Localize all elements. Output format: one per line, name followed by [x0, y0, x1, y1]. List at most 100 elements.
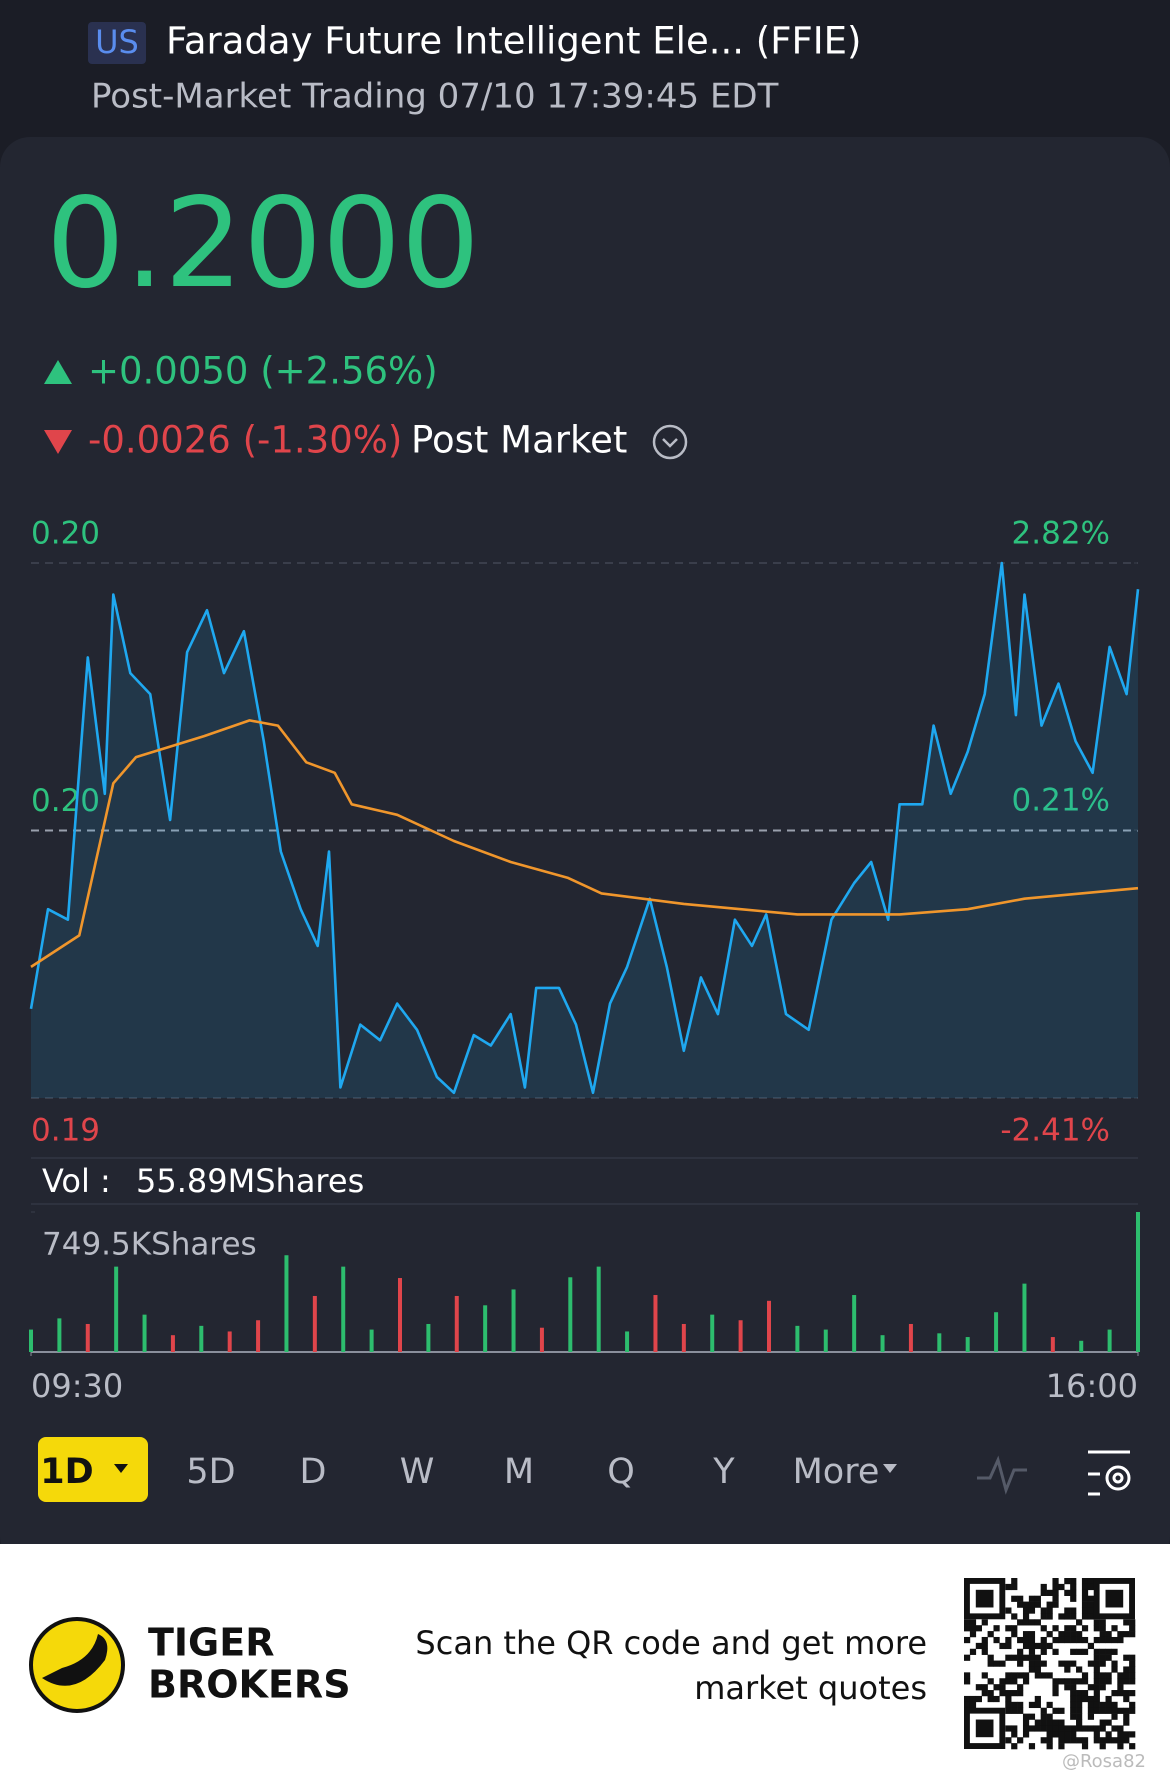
card-bg [0, 137, 1170, 1567]
qr-module [1070, 1684, 1077, 1691]
volume-bar [1050, 1337, 1055, 1352]
qr-module [1022, 1725, 1030, 1732]
qr-module [975, 1684, 982, 1691]
qr-module [1117, 1731, 1124, 1738]
qr-module [1022, 1619, 1030, 1626]
qr-module [1040, 1589, 1047, 1596]
qr-code [964, 1578, 1136, 1750]
qr-module [1081, 1589, 1089, 1596]
qr-module [1028, 1648, 1036, 1655]
volume-bar [29, 1329, 33, 1352]
qr-module [1034, 1672, 1041, 1679]
volume-bar [57, 1318, 62, 1352]
qr-module [1123, 1695, 1130, 1703]
qr-module [1058, 1725, 1065, 1732]
qr-module [1099, 1737, 1106, 1744]
qr-module [1034, 1695, 1041, 1703]
qr-module [1076, 1737, 1083, 1744]
qr-module [1022, 1719, 1030, 1726]
qr-module [969, 1619, 977, 1626]
volume-bar [823, 1329, 828, 1352]
qr-module [981, 1648, 988, 1655]
change: +0.0050 (+2.56%) [88, 350, 438, 393]
qr-module [1129, 1678, 1136, 1685]
qr-module [964, 1625, 971, 1632]
period-tab[interactable]: Q [607, 1452, 635, 1492]
qr-module [1028, 1619, 1036, 1626]
qr-module [1017, 1690, 1024, 1697]
qr-module [1022, 1601, 1030, 1608]
settings-icon[interactable] [1088, 1450, 1131, 1496]
period-tab[interactable]: 1D [40, 1452, 93, 1492]
qr-module [1005, 1690, 1012, 1697]
qr-module [987, 1660, 994, 1667]
volume-bar [539, 1327, 544, 1352]
period-tab[interactable]: Y [712, 1452, 735, 1492]
qr-module [1046, 1701, 1053, 1709]
qr-module [969, 1631, 977, 1638]
volume-label: Vol : [42, 1162, 111, 1200]
volume-bar [738, 1320, 743, 1352]
y2-tick-label: -2.41% [1000, 1113, 1110, 1149]
qr-module [1005, 1625, 1012, 1632]
qr-module [1087, 1583, 1095, 1591]
price-line [29, 561, 1140, 1095]
qr-module [1111, 1725, 1118, 1732]
qr-module [993, 1625, 1000, 1632]
qr-module [1064, 1607, 1071, 1614]
qr-module [1076, 1695, 1083, 1703]
qr-module [1081, 1613, 1089, 1620]
qr-module [1087, 1695, 1095, 1703]
qr-module [964, 1678, 971, 1685]
qr-module [1070, 1583, 1077, 1591]
qr-module [1087, 1578, 1095, 1585]
qr-module [1129, 1690, 1136, 1697]
qr-module [1064, 1737, 1071, 1744]
qr-module [1129, 1654, 1136, 1661]
qr-module [1093, 1636, 1100, 1644]
qr-module [999, 1660, 1006, 1667]
qr-module [1087, 1713, 1095, 1720]
qr-module [1011, 1595, 1018, 1602]
qr-module [1040, 1642, 1047, 1650]
qr-module [1070, 1636, 1077, 1644]
period-tab[interactable]: M [504, 1452, 534, 1492]
indicator-icon[interactable] [977, 1455, 1027, 1495]
qr-module [1064, 1660, 1071, 1667]
qr-module [1034, 1719, 1041, 1726]
volume-bar [625, 1331, 630, 1352]
qr-module [1123, 1666, 1130, 1673]
qr-module [987, 1631, 994, 1638]
qr-module [981, 1619, 988, 1626]
qr-module [1064, 1684, 1071, 1691]
qr-module [1093, 1672, 1100, 1679]
qr-module [1093, 1660, 1100, 1667]
qr-module [1022, 1636, 1030, 1644]
qr-module [1105, 1636, 1112, 1644]
period-tab[interactable]: More [793, 1452, 880, 1492]
qr-module [1011, 1613, 1018, 1620]
qr-module [1058, 1636, 1065, 1644]
qr-module [1070, 1695, 1077, 1703]
period-tab[interactable]: 5D [186, 1452, 235, 1492]
dropdown-icon[interactable] [652, 424, 688, 460]
qr-module [1011, 1678, 1018, 1685]
qr-module [1034, 1701, 1041, 1709]
qr-module [1028, 1601, 1036, 1608]
period-tab[interactable]: D [300, 1452, 327, 1492]
volume-bar [596, 1266, 601, 1352]
cta: market quotes [694, 1669, 927, 1707]
period-tab[interactable]: W [400, 1452, 435, 1492]
qr-module [1081, 1636, 1089, 1644]
qr-module [1017, 1707, 1024, 1714]
qr-module [1046, 1601, 1053, 1608]
qr-module [1099, 1636, 1106, 1644]
qr-module [1005, 1725, 1012, 1732]
qr-module [981, 1672, 988, 1679]
qr-module [1040, 1737, 1047, 1744]
qr-module [1123, 1678, 1130, 1685]
qr-module [1022, 1731, 1030, 1738]
qr-module [1040, 1672, 1047, 1679]
qr-module [1011, 1578, 1018, 1585]
